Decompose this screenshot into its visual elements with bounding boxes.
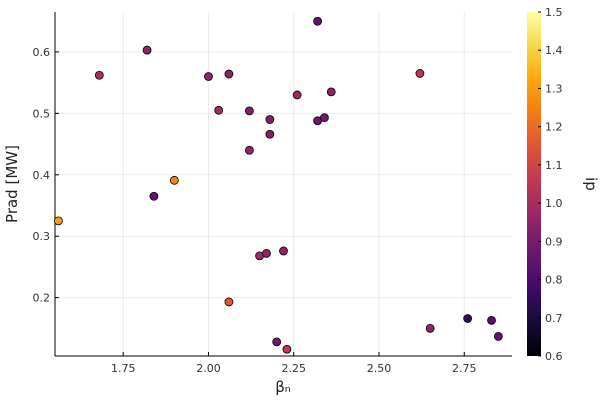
- scatter-point: [265, 129, 275, 139]
- x-tick-label: 1.75: [111, 362, 136, 375]
- x-tick-label: 2.00: [196, 362, 221, 375]
- scatter-point: [313, 16, 323, 26]
- scatter-point: [169, 175, 179, 185]
- scatter-point: [272, 337, 282, 347]
- scatter-point: [244, 145, 254, 155]
- scatter-point: [214, 105, 224, 115]
- colorbar-tick-label: 1.5: [545, 6, 563, 19]
- colorbar-ticks: 0.6 0.7 0.8 0.9 1.0 1.1 1.2 1.3 1.4 1.5: [538, 6, 563, 363]
- x-axis-title: βₙ: [275, 378, 291, 396]
- colorbar-tick-label: 1.1: [545, 159, 563, 172]
- scatter-point: [487, 315, 496, 325]
- scatter-point: [292, 90, 302, 100]
- y-tick-label: 0.3: [33, 230, 51, 243]
- scatter-point: [279, 246, 288, 256]
- x-tick-label: 2.75: [452, 362, 477, 375]
- scatter-point: [463, 314, 473, 323]
- data-points: [54, 16, 503, 354]
- scatter-point: [493, 331, 503, 341]
- colorbar-title: ip: [582, 177, 600, 191]
- colorbar-tick-label: 1.4: [545, 44, 563, 57]
- scatter-point: [224, 69, 234, 79]
- x-tick-label: 2.25: [281, 362, 306, 375]
- colorbar-tick-label: 1.3: [545, 82, 563, 95]
- scatter-point: [149, 191, 159, 201]
- scatter-point: [204, 72, 213, 81]
- y-tick-label: 0.4: [33, 169, 51, 182]
- colorbar-tick-label: 1.0: [545, 197, 563, 210]
- axis-ticks: 1.75 2.00 2.25 2.50 2.75 0.2 0.3 0.4 0.5 0.6: [33, 46, 477, 375]
- y-tick-label: 0.6: [33, 46, 51, 59]
- y-tick-label: 0.5: [33, 107, 51, 120]
- scatter-point: [415, 69, 425, 78]
- colorbar-tick-label: 0.9: [545, 235, 563, 248]
- scatter-point: [425, 323, 435, 333]
- scatter-point: [94, 70, 104, 80]
- scatter-point: [282, 344, 292, 354]
- x-tick-label: 2.50: [367, 362, 392, 375]
- scatter-point: [142, 45, 152, 55]
- y-axis-title: Prad [MW]: [3, 145, 21, 223]
- scatter-point: [265, 115, 275, 124]
- scatter-point: [244, 106, 254, 116]
- colorbar-tick-label: 0.7: [545, 312, 563, 325]
- colorbar-tick-label: 1.2: [545, 121, 563, 134]
- scatter-point: [54, 216, 63, 226]
- colorbar-tick-label: 0.6: [545, 350, 563, 363]
- grid-lines: [55, 12, 512, 356]
- colorbar-tick-label: 0.8: [545, 274, 563, 287]
- scatter-point: [320, 113, 329, 123]
- y-tick-label: 0.2: [33, 292, 51, 305]
- scatter-point: [224, 297, 234, 307]
- scatter-point: [262, 249, 271, 258]
- colorbar: [527, 12, 541, 356]
- scatter-point: [326, 87, 336, 97]
